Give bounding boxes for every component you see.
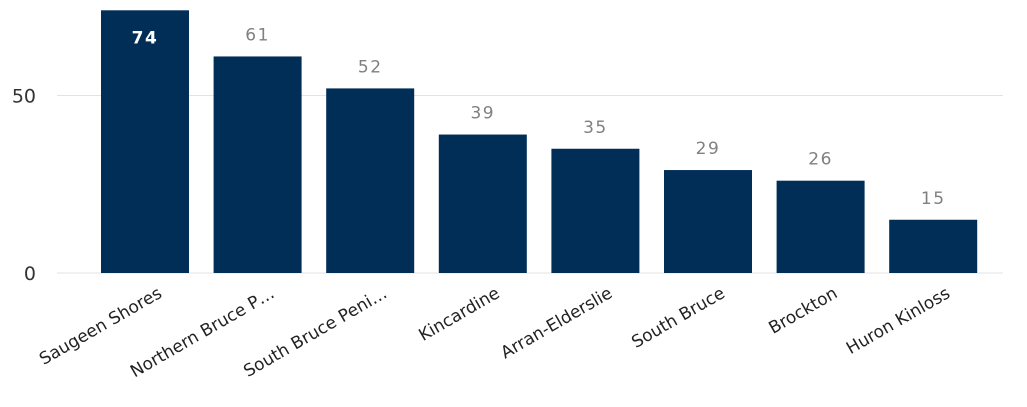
x-tick-label-4: Kincardine (415, 283, 503, 345)
data-label-7: 26 (808, 150, 833, 170)
x-tick-label-5: Arran-Elderslie (498, 283, 616, 363)
data-labels: 74 61 52 39 35 29 26 15 (132, 25, 946, 209)
data-label-6: 29 (696, 139, 721, 159)
bar-5 (551, 148, 640, 273)
data-label-8: 15 (921, 189, 946, 209)
y-axis: 0 50 (12, 86, 36, 286)
bar-1 (101, 10, 189, 274)
data-label-4: 39 (470, 104, 495, 124)
data-label-1: 74 (132, 28, 159, 48)
y-tick-label-0: 0 (24, 263, 36, 285)
data-label-2: 61 (245, 25, 270, 45)
bar-4 (438, 134, 527, 273)
y-tick-label-50: 50 (12, 86, 36, 108)
bar-8 (889, 219, 978, 273)
bars (101, 10, 978, 274)
bar-6 (664, 170, 752, 273)
bar-7 (776, 180, 865, 273)
x-tick-label-8: Huron Kinloss (843, 283, 954, 359)
data-label-3: 52 (358, 57, 383, 77)
bar-2 (213, 56, 302, 274)
x-tick-label-7: Brockton (766, 283, 842, 338)
data-label-5: 35 (583, 118, 608, 138)
x-tick-label-6: South Bruce (628, 283, 728, 352)
bar-3 (326, 88, 415, 274)
